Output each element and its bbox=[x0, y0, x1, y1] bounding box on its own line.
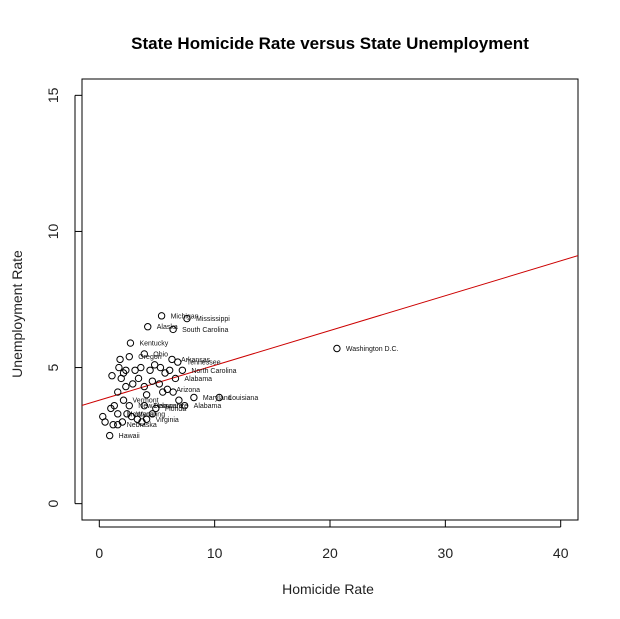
x-tick-label: 20 bbox=[322, 545, 338, 561]
data-point bbox=[125, 352, 133, 361]
data-point bbox=[144, 323, 152, 331]
y-axis: 0 5 10 15 bbox=[45, 87, 82, 508]
data-point bbox=[152, 404, 160, 413]
x-tick-label: 30 bbox=[438, 545, 454, 561]
x-tick-label: 40 bbox=[553, 545, 569, 561]
data-point bbox=[157, 312, 166, 320]
data-point bbox=[114, 410, 122, 418]
data-point bbox=[134, 374, 143, 383]
data-point bbox=[190, 393, 198, 402]
x-axis: 0 10 20 30 40 bbox=[95, 520, 569, 561]
points-layer: Washington D.C.LouisianaMichiganMississi… bbox=[99, 312, 399, 440]
y-tick-label: 0 bbox=[45, 500, 61, 508]
point-label: Alabama bbox=[194, 403, 222, 410]
point-label: South Carolina bbox=[182, 327, 228, 334]
data-point bbox=[155, 380, 163, 388]
point-label: Oregon bbox=[138, 354, 161, 361]
data-point bbox=[105, 431, 114, 440]
point-label: Vermont bbox=[133, 398, 159, 405]
data-point bbox=[146, 366, 154, 374]
data-point bbox=[183, 314, 191, 323]
point-label: Alaska bbox=[157, 324, 178, 331]
data-point bbox=[127, 412, 136, 421]
point-label: Alabama bbox=[184, 376, 212, 383]
chart-title: State Homicide Rate versus State Unemplo… bbox=[131, 34, 529, 53]
y-tick-label: 5 bbox=[45, 363, 61, 371]
data-point bbox=[131, 366, 139, 374]
data-point bbox=[169, 325, 177, 334]
data-point bbox=[118, 418, 127, 426]
data-point bbox=[109, 421, 117, 429]
point-label: Hawaii bbox=[119, 433, 140, 440]
x-tick-label: 10 bbox=[207, 545, 223, 561]
data-point bbox=[108, 372, 116, 380]
data-point bbox=[148, 410, 157, 418]
data-point bbox=[140, 382, 148, 391]
x-tick-label: 0 bbox=[95, 545, 103, 561]
data-point bbox=[126, 339, 135, 347]
data-point bbox=[165, 366, 174, 374]
point-label: Arkansas bbox=[181, 357, 211, 364]
data-point bbox=[171, 374, 180, 383]
data-point bbox=[122, 366, 130, 374]
data-point bbox=[138, 418, 146, 426]
point-label: Kentucky bbox=[139, 341, 168, 348]
regression-line bbox=[82, 255, 578, 406]
point-label: Virginia bbox=[156, 417, 179, 424]
data-point bbox=[174, 358, 182, 366]
point-label: Tennessee bbox=[187, 360, 221, 367]
point-label: Louisiana bbox=[228, 395, 258, 402]
point-label: North Carolina bbox=[191, 368, 236, 375]
y-axis-label: Unemployment Rate bbox=[9, 250, 25, 378]
data-point bbox=[117, 374, 125, 383]
data-point bbox=[125, 401, 133, 410]
data-point bbox=[140, 401, 148, 410]
data-point bbox=[159, 388, 167, 396]
data-point bbox=[114, 388, 122, 396]
y-tick-label: 10 bbox=[45, 223, 61, 239]
data-point bbox=[169, 388, 177, 396]
data-point bbox=[137, 363, 145, 372]
data-point bbox=[150, 361, 159, 369]
point-label: Arizona bbox=[176, 387, 200, 394]
data-point bbox=[122, 382, 130, 391]
data-point bbox=[156, 363, 165, 372]
point-label: Washington D.C. bbox=[346, 346, 399, 353]
data-point bbox=[119, 396, 128, 404]
point-label: Montana bbox=[127, 411, 154, 418]
data-point bbox=[129, 380, 137, 388]
y-tick-label: 15 bbox=[45, 87, 61, 103]
point-label: Maryland bbox=[203, 395, 232, 402]
plot-frame bbox=[81, 78, 579, 521]
point-label: Ohio bbox=[153, 351, 168, 358]
data-point bbox=[140, 350, 148, 358]
data-point bbox=[333, 344, 341, 353]
data-point bbox=[178, 366, 187, 374]
fit-line-layer bbox=[82, 255, 578, 406]
data-point bbox=[148, 377, 157, 385]
data-point bbox=[115, 363, 123, 372]
data-point bbox=[107, 404, 115, 413]
data-point bbox=[101, 418, 109, 426]
data-point bbox=[116, 355, 124, 364]
point-label: Delaware bbox=[153, 403, 183, 410]
data-point bbox=[142, 391, 151, 399]
data-point bbox=[175, 396, 183, 404]
data-point bbox=[215, 393, 223, 402]
point-label: Wyoming bbox=[136, 411, 165, 418]
point-label: Florida bbox=[165, 406, 187, 413]
x-axis-label: Homicide Rate bbox=[282, 581, 374, 597]
point-label: Mississippi bbox=[196, 316, 230, 323]
data-point bbox=[168, 355, 176, 364]
data-point bbox=[180, 401, 189, 410]
point-label: New Hampshire bbox=[138, 403, 188, 410]
point-label: Nebraska bbox=[127, 422, 157, 429]
